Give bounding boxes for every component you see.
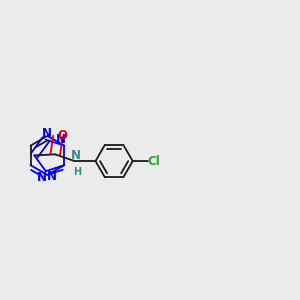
Text: N: N	[47, 170, 57, 183]
Text: O: O	[57, 129, 68, 142]
Text: H: H	[74, 167, 82, 178]
Text: N: N	[56, 133, 66, 146]
Text: Cl: Cl	[147, 154, 160, 168]
Text: N: N	[37, 171, 47, 184]
Text: N: N	[42, 127, 52, 140]
Text: N: N	[70, 149, 80, 162]
